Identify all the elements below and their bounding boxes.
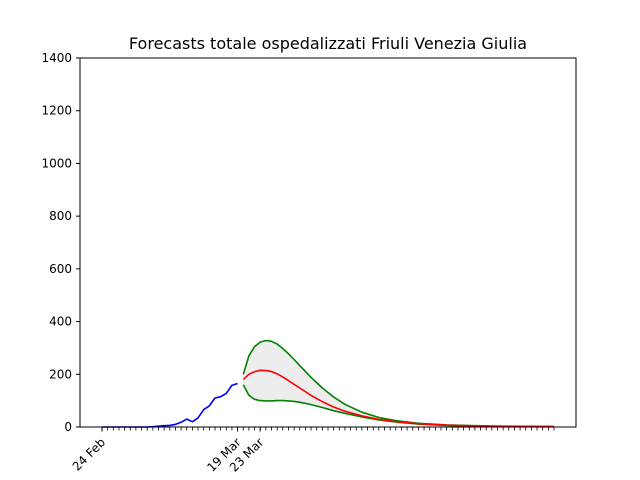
y-tick-label: 0 xyxy=(64,420,72,434)
chart-title: Forecasts totale ospedalizzati Friuli Ve… xyxy=(129,34,527,53)
y-tick-label: 1400 xyxy=(41,51,72,65)
confidence-band-layer xyxy=(243,340,555,427)
y-tick-label: 1000 xyxy=(41,156,72,170)
plot-frame xyxy=(79,57,577,428)
confidence-band xyxy=(243,340,555,427)
y-tick-label: 600 xyxy=(49,262,72,276)
y-tick-label: 1200 xyxy=(41,104,72,118)
y-tick-label: 400 xyxy=(49,315,72,329)
y-axis: 0 200 400 600 800 1000 1200 1400 xyxy=(41,51,80,434)
y-tick-label: 200 xyxy=(49,367,72,381)
y-tick-label: 800 xyxy=(49,209,72,223)
series-layer xyxy=(102,339,555,428)
series-line-forecast xyxy=(242,369,555,428)
